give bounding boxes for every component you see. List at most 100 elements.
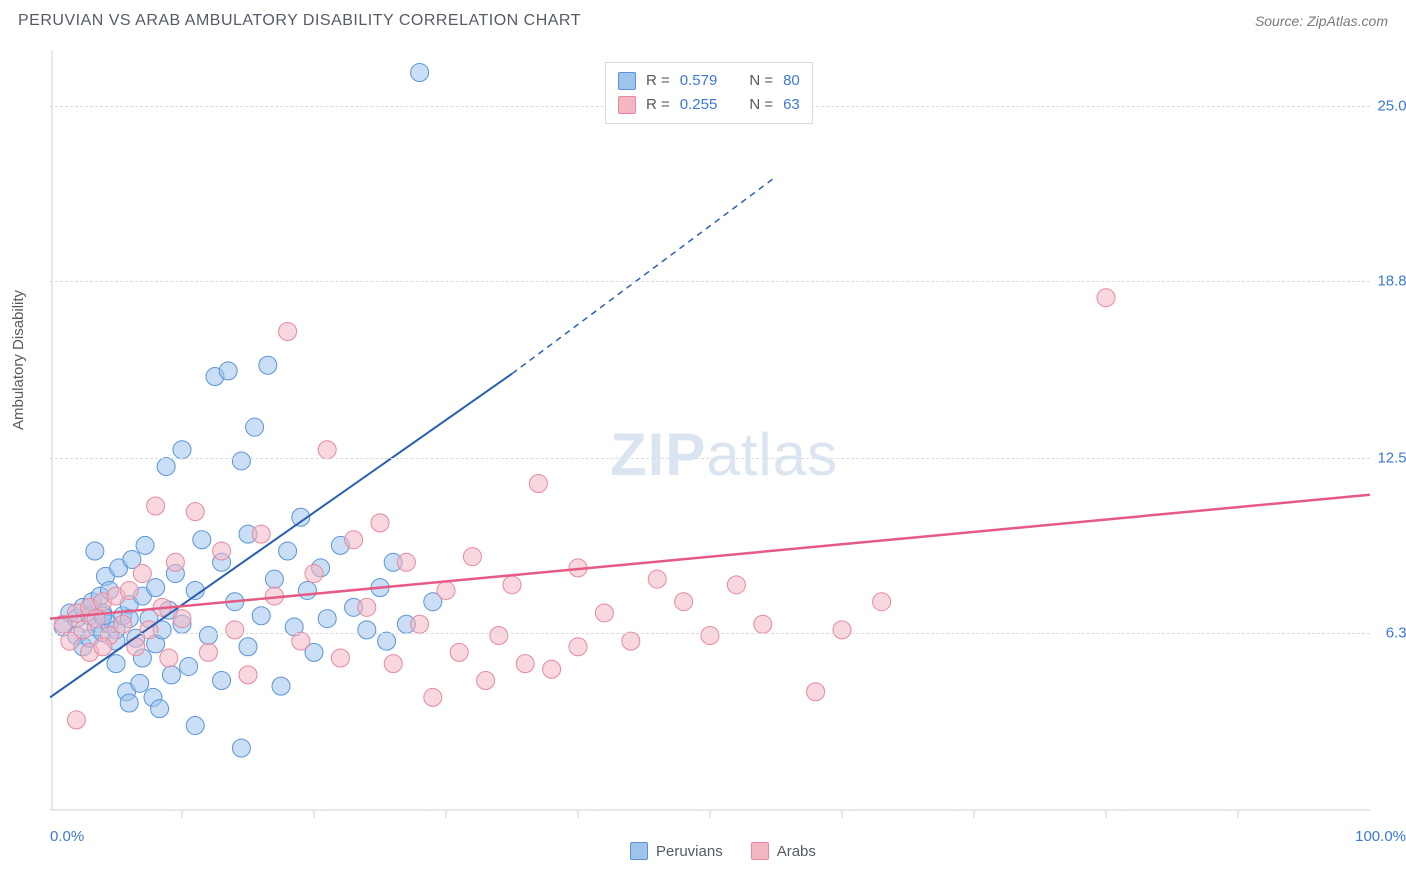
data-point bbox=[226, 621, 244, 639]
data-point bbox=[450, 643, 468, 661]
data-point bbox=[107, 655, 125, 673]
stat-n-label: N = bbox=[749, 93, 773, 117]
data-point bbox=[213, 542, 231, 560]
data-point bbox=[503, 576, 521, 594]
legend-label: Peruvians bbox=[656, 843, 723, 860]
stat-n-label: N = bbox=[749, 69, 773, 93]
data-point bbox=[529, 474, 547, 492]
data-point bbox=[543, 660, 561, 678]
legend-swatch bbox=[630, 842, 648, 860]
data-point bbox=[490, 626, 508, 644]
data-point bbox=[87, 610, 105, 628]
y-tick-label: 25.0% bbox=[1365, 98, 1406, 115]
y-axis-label: Ambulatory Disability bbox=[10, 290, 27, 430]
data-point bbox=[424, 688, 442, 706]
data-point bbox=[345, 531, 363, 549]
data-point bbox=[86, 542, 104, 560]
data-point bbox=[477, 672, 495, 690]
data-point bbox=[120, 581, 138, 599]
y-tick-label: 12.5% bbox=[1365, 450, 1406, 467]
data-point bbox=[622, 632, 640, 650]
data-point bbox=[133, 565, 151, 583]
data-point bbox=[569, 638, 587, 656]
data-point bbox=[199, 626, 217, 644]
data-point bbox=[186, 503, 204, 521]
series-swatch bbox=[618, 96, 636, 114]
stat-r-label: R = bbox=[646, 93, 670, 117]
regression-line bbox=[50, 495, 1370, 619]
data-point bbox=[754, 615, 772, 633]
gridline bbox=[50, 281, 1370, 282]
stats-row: R = 0.255 N = 63 bbox=[618, 93, 800, 117]
data-point bbox=[298, 581, 316, 599]
stat-r-value: 0.255 bbox=[680, 93, 718, 117]
data-point bbox=[127, 638, 145, 656]
data-point bbox=[701, 626, 719, 644]
data-point bbox=[279, 542, 297, 560]
data-point bbox=[358, 621, 376, 639]
x-axis-min-label: 0.0% bbox=[50, 828, 84, 845]
data-point bbox=[833, 621, 851, 639]
legend: Peruvians Arabs bbox=[630, 842, 816, 860]
data-point bbox=[162, 666, 180, 684]
data-point bbox=[265, 570, 283, 588]
data-point bbox=[147, 579, 165, 597]
stat-n-value: 63 bbox=[783, 93, 800, 117]
gridline bbox=[50, 633, 1370, 634]
data-point bbox=[727, 576, 745, 594]
data-point bbox=[318, 441, 336, 459]
stat-r-value: 0.579 bbox=[680, 69, 718, 93]
data-point bbox=[136, 536, 154, 554]
data-point bbox=[1097, 289, 1115, 307]
data-point bbox=[193, 531, 211, 549]
data-point bbox=[595, 604, 613, 622]
data-point bbox=[807, 683, 825, 701]
data-point bbox=[173, 610, 191, 628]
stat-n-value: 80 bbox=[783, 69, 800, 93]
data-point bbox=[252, 607, 270, 625]
data-point bbox=[411, 64, 429, 82]
data-point bbox=[166, 553, 184, 571]
data-point bbox=[186, 717, 204, 735]
regression-line bbox=[50, 374, 512, 698]
regression-line-extrapolated bbox=[512, 177, 776, 374]
data-point bbox=[279, 322, 297, 340]
data-point bbox=[180, 657, 198, 675]
data-point bbox=[246, 418, 264, 436]
stats-row: R = 0.579 N = 80 bbox=[618, 69, 800, 93]
data-point bbox=[305, 565, 323, 583]
gridline bbox=[50, 458, 1370, 459]
data-point bbox=[94, 638, 112, 656]
data-point bbox=[232, 739, 250, 757]
legend-item: Peruvians bbox=[630, 842, 723, 860]
stat-r-label: R = bbox=[646, 69, 670, 93]
data-point bbox=[516, 655, 534, 673]
chart-source: Source: ZipAtlas.com bbox=[1255, 13, 1388, 29]
data-point bbox=[114, 615, 132, 633]
data-point bbox=[239, 638, 257, 656]
data-point bbox=[318, 610, 336, 628]
data-point bbox=[675, 593, 693, 611]
data-point bbox=[331, 649, 349, 667]
data-point bbox=[199, 643, 217, 661]
chart-title: PERUVIAN VS ARAB AMBULATORY DISABILITY C… bbox=[18, 12, 581, 30]
data-point bbox=[384, 655, 402, 673]
series-swatch bbox=[618, 72, 636, 90]
data-point bbox=[239, 666, 257, 684]
legend-item: Arabs bbox=[751, 842, 816, 860]
data-point bbox=[397, 553, 415, 571]
data-point bbox=[292, 632, 310, 650]
data-point bbox=[252, 525, 270, 543]
data-point bbox=[232, 452, 250, 470]
data-point bbox=[358, 598, 376, 616]
data-point bbox=[160, 649, 178, 667]
data-point bbox=[219, 362, 237, 380]
chart-header: PERUVIAN VS ARAB AMBULATORY DISABILITY C… bbox=[18, 12, 1388, 30]
data-point bbox=[131, 674, 149, 692]
data-point bbox=[437, 581, 455, 599]
data-point bbox=[371, 514, 389, 532]
scatter-plot bbox=[50, 50, 1370, 830]
data-point bbox=[157, 458, 175, 476]
data-point bbox=[648, 570, 666, 588]
data-point bbox=[873, 593, 891, 611]
